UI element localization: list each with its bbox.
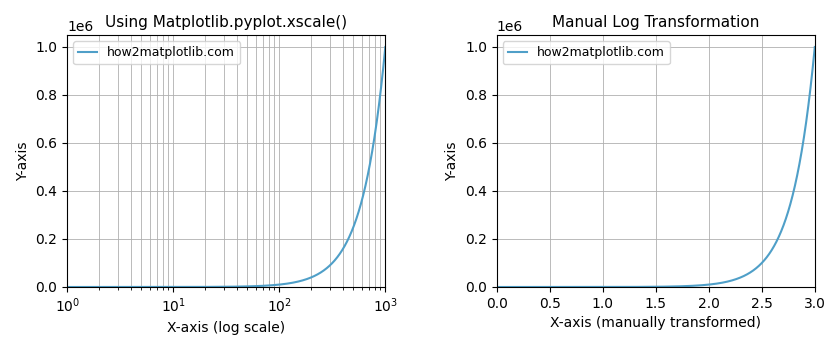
how2matplotlib.com bbox=[768, 246, 778, 250]
Title: Using Matplotlib.pyplot.xscale(): Using Matplotlib.pyplot.xscale() bbox=[105, 15, 347, 30]
how2matplotlib.com bbox=[343, 238, 353, 243]
how2matplotlib.com bbox=[276, 282, 286, 287]
how2matplotlib.com bbox=[369, 139, 379, 143]
Y-axis label: Y-axis: Y-axis bbox=[16, 141, 30, 181]
how2matplotlib.com bbox=[772, 238, 782, 243]
X-axis label: X-axis (log scale): X-axis (log scale) bbox=[167, 321, 286, 335]
how2matplotlib.com bbox=[381, 45, 391, 49]
Legend: how2matplotlib.com: how2matplotlib.com bbox=[503, 41, 669, 64]
X-axis label: X-axis (manually transformed): X-axis (manually transformed) bbox=[550, 316, 761, 330]
how2matplotlib.com bbox=[792, 172, 802, 176]
how2matplotlib.com bbox=[810, 45, 820, 49]
Line: how2matplotlib.com: how2matplotlib.com bbox=[496, 47, 815, 287]
Title: Manual Log Transformation: Manual Log Transformation bbox=[552, 15, 759, 30]
how2matplotlib.com bbox=[370, 132, 380, 136]
Y-axis label: Y-axis: Y-axis bbox=[445, 141, 459, 181]
how2matplotlib.com bbox=[363, 172, 373, 176]
how2matplotlib.com bbox=[800, 132, 810, 136]
how2matplotlib.com bbox=[491, 285, 501, 289]
how2matplotlib.com bbox=[339, 246, 349, 250]
Legend: how2matplotlib.com: how2matplotlib.com bbox=[73, 41, 240, 64]
how2matplotlib.com bbox=[798, 139, 808, 143]
Line: how2matplotlib.com: how2matplotlib.com bbox=[67, 47, 386, 287]
how2matplotlib.com bbox=[705, 282, 715, 287]
how2matplotlib.com bbox=[62, 285, 72, 289]
